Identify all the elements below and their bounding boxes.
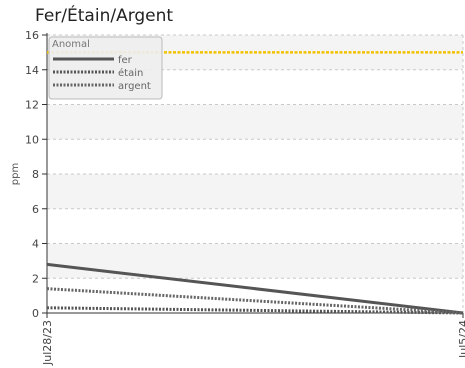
y-tick-label: 0: [32, 307, 39, 320]
legend-label-étain: étain: [118, 67, 143, 79]
legend-title: Anomal: [52, 39, 90, 50]
legend-label-fer: fer: [118, 55, 133, 66]
background-band: [47, 104, 463, 140]
legend-box: [48, 36, 163, 100]
y-tick-label: 6: [32, 203, 39, 216]
y-axis-label: ppm: [10, 163, 21, 185]
legend-label-argent: argent: [118, 81, 151, 92]
y-tick-label: 4: [32, 238, 39, 251]
series-lines: [46, 262, 464, 315]
x-axis-ticks: Jul28/23 Jul5/24: [41, 313, 465, 366]
y-tick-label: 8: [32, 168, 39, 181]
background-band: [47, 174, 463, 209]
series-line-fer: [46, 262, 464, 315]
y-tick-label: 16: [25, 29, 39, 42]
y-tick-label: 10: [25, 133, 39, 146]
y-tick-label: 14: [25, 64, 39, 77]
y-tick-label: 12: [25, 99, 39, 112]
series-line-argent: [46, 287, 464, 315]
x-tick-label: Jul5/24: [457, 320, 465, 359]
series-line-étain: [46, 306, 464, 315]
x-tick-label: Jul28/23: [41, 320, 54, 366]
chart-title: Fer/Étain/Argent: [35, 6, 174, 26]
y-tick-label: 2: [32, 272, 39, 285]
y-axis-ticks: 0 2 4 6 8 10 12 14 16: [25, 29, 47, 320]
